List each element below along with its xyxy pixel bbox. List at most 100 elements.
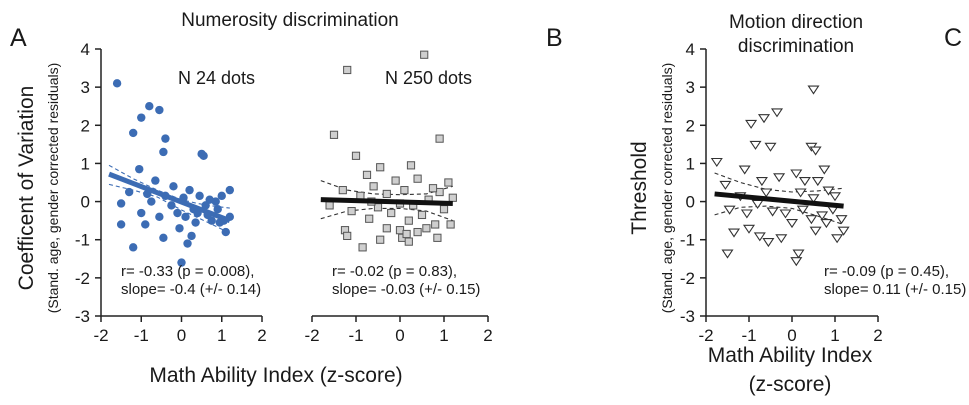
data-point-b xyxy=(365,214,374,223)
data-point-c xyxy=(796,205,809,215)
legend-label-a: N 24 dots xyxy=(178,68,255,88)
y-tick-label-a: -2 xyxy=(75,269,90,288)
data-point-c xyxy=(751,199,764,209)
title-line-c: discrimination xyxy=(738,36,854,57)
data-point-c xyxy=(805,215,818,225)
x-tick-label-a: 2 xyxy=(257,326,266,345)
data-point-a xyxy=(169,182,178,191)
data-point-a xyxy=(147,197,156,206)
left-ylabel-sub: (Stand. age, gender corrected residuals) xyxy=(45,63,61,314)
data-point-b xyxy=(376,163,385,172)
data-point-c xyxy=(816,211,829,221)
right-ylabel: Threshold xyxy=(628,141,651,234)
data-point-a xyxy=(159,147,168,157)
y-tick-label-c: 3 xyxy=(686,78,695,97)
data-point-b xyxy=(431,220,440,229)
left-xlabel: Math Ability Index (z-score) xyxy=(149,364,402,387)
stats-annotation-c: slope= 0.11 (+/- 0.15) xyxy=(824,281,966,298)
data-point-c xyxy=(749,140,762,150)
data-point-b xyxy=(338,186,347,195)
data-point-c xyxy=(757,114,771,124)
data-point-c xyxy=(753,232,766,242)
data-point-c xyxy=(760,188,773,198)
left-ylabel: Coefficent of Variation xyxy=(15,86,38,291)
data-point-c xyxy=(721,249,734,259)
y-tick-label-a: 2 xyxy=(81,116,90,135)
data-point-a xyxy=(145,102,154,111)
data-point-a xyxy=(217,191,226,201)
x-tick-label-c: -1 xyxy=(741,326,756,345)
data-point-c xyxy=(807,194,820,204)
ci-band-upper-c xyxy=(714,172,844,193)
data-point-a xyxy=(185,185,194,195)
data-point-b xyxy=(358,243,367,252)
data-point-a xyxy=(137,208,146,218)
data-point-a xyxy=(187,231,196,241)
data-point-a xyxy=(161,134,170,143)
data-point-b xyxy=(446,220,455,229)
x-tick-label-c: 2 xyxy=(873,326,882,345)
data-point-a xyxy=(151,176,160,185)
data-point-a xyxy=(129,128,138,138)
y-tick-label-c: -2 xyxy=(680,269,695,288)
data-point-a xyxy=(116,199,126,208)
regression-line-a xyxy=(108,171,231,223)
data-point-c xyxy=(719,180,732,190)
data-point-c xyxy=(794,188,807,198)
y-tick-label-c: 1 xyxy=(686,154,695,173)
data-point-c xyxy=(738,165,751,175)
y-tick-label-c: 4 xyxy=(686,40,695,59)
data-point-b xyxy=(420,50,429,59)
stats-annotation-a: r= -0.33 (p = 0.008), xyxy=(121,263,254,280)
stats-annotation-b: r= -0.02 (p = 0.83), xyxy=(332,263,457,280)
panel-letter-a: A xyxy=(10,24,27,52)
data-point-c xyxy=(818,165,831,175)
data-point-a xyxy=(155,105,164,115)
data-point-c xyxy=(807,85,820,95)
regression-line-c xyxy=(714,191,844,209)
title-line-c: Motion direction xyxy=(729,12,863,33)
data-point-b xyxy=(400,186,409,195)
y-tick-label-a: 3 xyxy=(81,78,90,97)
data-point-b xyxy=(391,176,400,185)
data-point-c xyxy=(792,249,805,259)
x-tick-label-b: 2 xyxy=(483,326,492,345)
data-point-c xyxy=(742,224,756,234)
panel-letter-c: C xyxy=(944,24,962,52)
data-point-a xyxy=(191,218,200,227)
data-point-a xyxy=(159,233,168,243)
data-point-c xyxy=(835,215,848,225)
y-tick-label-a: -3 xyxy=(75,307,90,326)
x-tick-label-a: 1 xyxy=(217,326,226,345)
x-tick-label-b: -1 xyxy=(348,326,363,345)
data-point-b xyxy=(402,229,411,239)
data-point-b xyxy=(382,189,391,199)
data-point-a xyxy=(175,224,184,233)
data-point-a xyxy=(181,212,190,222)
y-tick-label-a: -1 xyxy=(75,231,90,250)
data-point-b xyxy=(448,193,457,202)
data-point-c xyxy=(745,119,758,129)
data-point-b xyxy=(382,224,391,233)
stats-annotation-c: r= -0.09 (p = 0.45), xyxy=(824,263,949,280)
y-tick-label-a: 1 xyxy=(81,154,90,173)
data-point-c xyxy=(766,207,779,217)
data-point-a xyxy=(213,205,222,214)
data-point-c xyxy=(820,219,833,229)
data-point-a xyxy=(207,216,216,225)
data-point-c xyxy=(809,226,822,236)
data-point-a xyxy=(221,227,230,237)
data-point-c xyxy=(710,157,723,167)
x-tick-label-c: -2 xyxy=(698,326,713,345)
data-point-b xyxy=(351,151,361,160)
data-point-c xyxy=(809,146,822,156)
data-point-b xyxy=(387,208,396,218)
data-point-a xyxy=(195,191,204,201)
data-point-c xyxy=(762,238,775,248)
data-point-c xyxy=(785,219,799,229)
data-point-c xyxy=(723,205,736,215)
y-tick-label-c: -1 xyxy=(680,231,695,250)
data-point-c xyxy=(790,257,803,267)
